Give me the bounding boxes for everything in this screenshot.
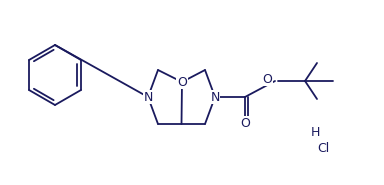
Text: Cl: Cl <box>317 142 329 154</box>
Text: O: O <box>240 117 250 130</box>
Text: O: O <box>262 73 272 85</box>
Text: N: N <box>143 90 153 103</box>
Text: N: N <box>210 90 220 103</box>
Text: O: O <box>177 75 187 88</box>
Text: H: H <box>310 127 320 139</box>
